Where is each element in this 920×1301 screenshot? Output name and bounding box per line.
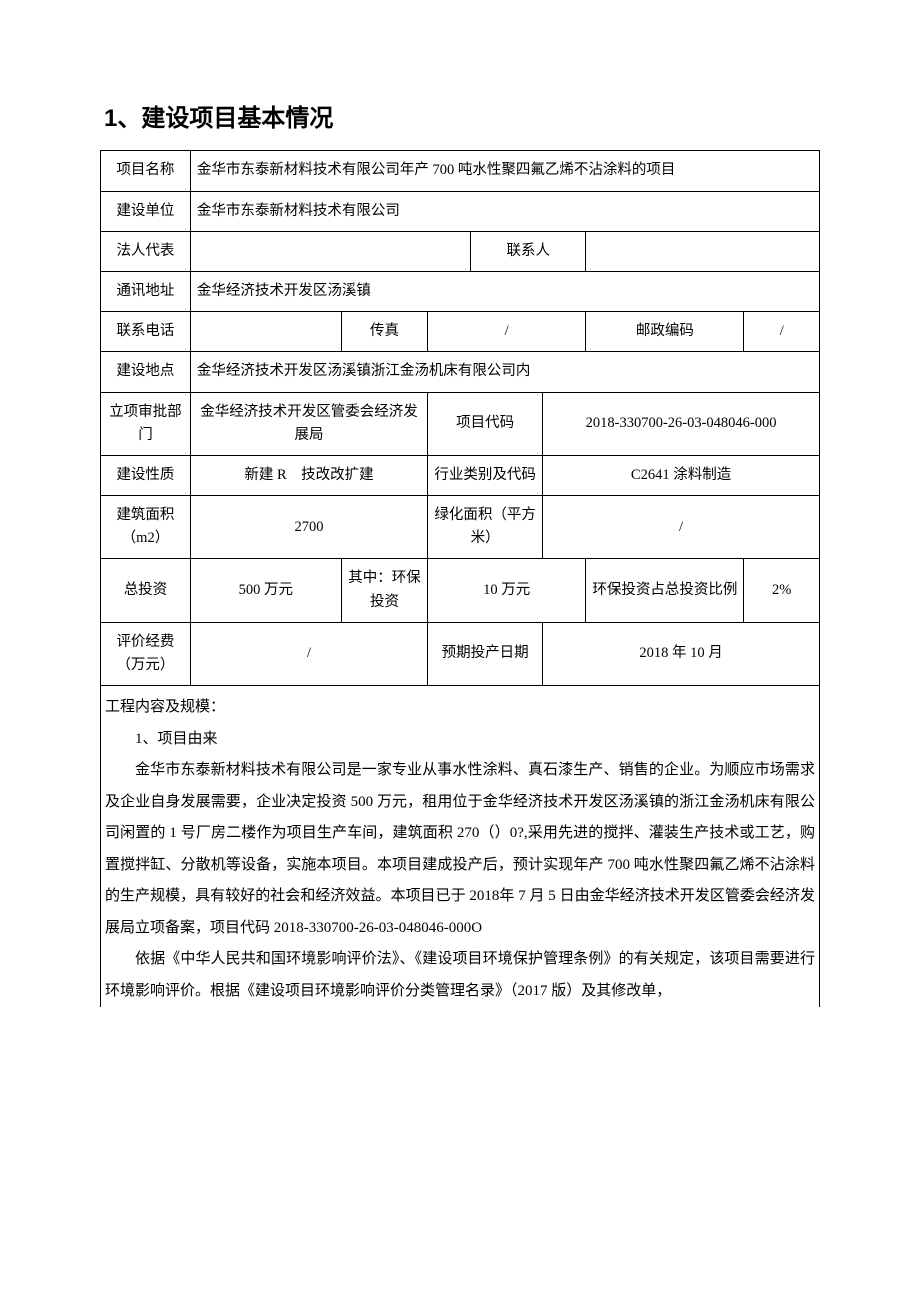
cell-value: 金华经济技术开发区管委会经济发展局 [190, 392, 427, 455]
cell-value: 500 万元 [190, 559, 341, 622]
cell-value: 金华经济技术开发区汤溪镇浙江金汤机床有限公司内 [190, 352, 819, 392]
cell-label: 建设单位 [101, 191, 191, 231]
table-row: 建设单位 金华市东泰新材料技术有限公司 [101, 191, 820, 231]
cell-label: 邮政编码 [586, 312, 744, 352]
table-row: 建设性质 新建 R 技改改扩建 行业类别及代码 C2641 涂料制造 [101, 455, 820, 495]
cell-value: 2% [744, 559, 820, 622]
cell-label: 建设性质 [101, 455, 191, 495]
cell-label: 其中：环保投资 [341, 559, 427, 622]
cell-label: 总投资 [101, 559, 191, 622]
cell-value: 2018-330700-26-03-048046-000 [543, 392, 820, 455]
cell-value [190, 231, 470, 271]
project-info-table: 项目名称 金华市东泰新材料技术有限公司年产 700 吨水性聚四氟乙烯不沾涂料的项… [100, 150, 820, 686]
cell-label: 行业类别及代码 [428, 455, 543, 495]
content-section: 工程内容及规模： 1、项目由来 金华市东泰新材料技术有限公司是一家专业从事水性涂… [100, 686, 820, 1007]
table-row: 立项审批部门 金华经济技术开发区管委会经济发展局 项目代码 2018-33070… [101, 392, 820, 455]
section-heading: 1、建设项目基本情况 [100, 100, 820, 138]
table-row: 通讯地址 金华经济技术开发区汤溪镇 [101, 271, 820, 311]
paragraph: 依据《中华人民共和国环境影响评价法》、《建设项目环境保护管理条例》的有关规定，该… [105, 944, 815, 1007]
cell-value: / [543, 496, 820, 559]
cell-label: 评价经费（万元） [101, 622, 191, 685]
table-row: 项目名称 金华市东泰新材料技术有限公司年产 700 吨水性聚四氟乙烯不沾涂料的项… [101, 151, 820, 191]
cell-value: 2018 年 10 月 [543, 622, 820, 685]
table-row: 评价经费（万元） / 预期投产日期 2018 年 10 月 [101, 622, 820, 685]
cell-label: 项目代码 [428, 392, 543, 455]
cell-value: 新建 R 技改改扩建 [190, 455, 427, 495]
cell-label: 项目名称 [101, 151, 191, 191]
cell-value [586, 231, 820, 271]
cell-label: 建设地点 [101, 352, 191, 392]
cell-value: 金华经济技术开发区汤溪镇 [190, 271, 819, 311]
cell-value: C2641 涂料制造 [543, 455, 820, 495]
cell-label: 绿化面积（平方米） [428, 496, 543, 559]
cell-label: 通讯地址 [101, 271, 191, 311]
cell-value: 金华市东泰新材料技术有限公司年产 700 吨水性聚四氟乙烯不沾涂料的项目 [190, 151, 819, 191]
cell-value [190, 312, 341, 352]
paragraph: 金华市东泰新材料技术有限公司是一家专业从事水性涂料、真石漆生产、销售的企业。为顺… [105, 755, 815, 944]
cell-label: 联系电话 [101, 312, 191, 352]
subheading: 1、项目由来 [105, 724, 815, 756]
table-row: 总投资 500 万元 其中：环保投资 10 万元 环保投资占总投资比例 2% [101, 559, 820, 622]
scope-label: 工程内容及规模： [105, 692, 815, 724]
table-row: 建设地点 金华经济技术开发区汤溪镇浙江金汤机床有限公司内 [101, 352, 820, 392]
cell-label: 建筑面积（m2） [101, 496, 191, 559]
cell-label: 传真 [341, 312, 427, 352]
cell-value: / [428, 312, 586, 352]
table-row: 建筑面积（m2） 2700 绿化面积（平方米） / [101, 496, 820, 559]
cell-value: / [744, 312, 820, 352]
table-row: 联系电话 传真 / 邮政编码 / [101, 312, 820, 352]
cell-value: 2700 [190, 496, 427, 559]
table-row: 法人代表 联系人 [101, 231, 820, 271]
cell-label: 法人代表 [101, 231, 191, 271]
cell-value: 10 万元 [428, 559, 586, 622]
cell-label: 预期投产日期 [428, 622, 543, 685]
cell-value: 金华市东泰新材料技术有限公司 [190, 191, 819, 231]
cell-label: 联系人 [471, 231, 586, 271]
cell-label: 立项审批部门 [101, 392, 191, 455]
cell-value: / [190, 622, 427, 685]
cell-label: 环保投资占总投资比例 [586, 559, 744, 622]
